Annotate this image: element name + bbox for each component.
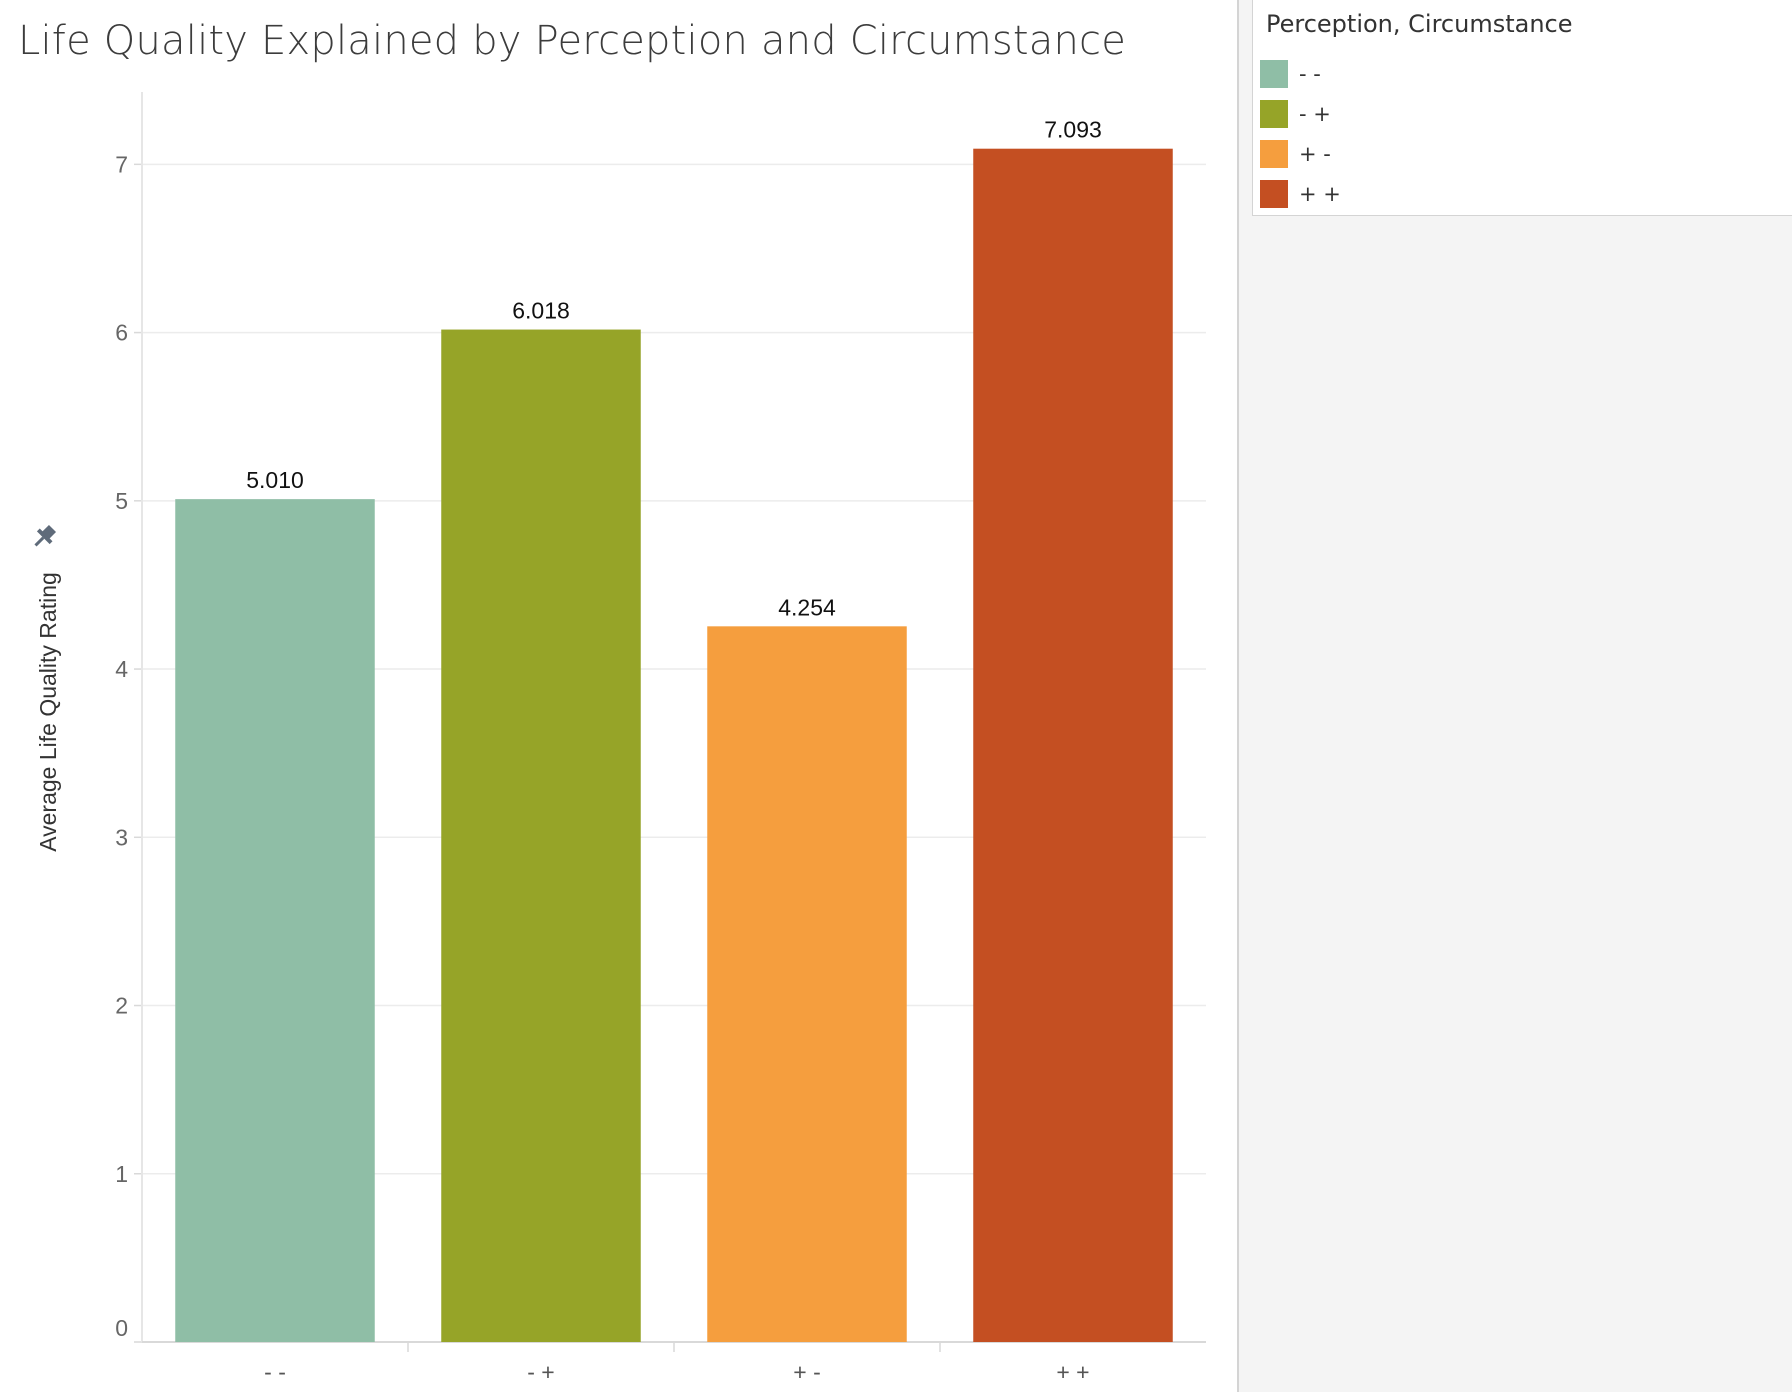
legend-item[interactable]: - + — [1260, 100, 1331, 128]
bar[interactable] — [973, 148, 1173, 1343]
bar-value-label: 6.018 — [512, 298, 570, 324]
y-tick-label: 0 — [115, 1315, 128, 1341]
legend-label: - - — [1299, 62, 1321, 86]
legend-title: Perception, Circumstance — [1266, 10, 1573, 38]
chart-title: Life Quality Explained by Perception and… — [18, 18, 1127, 64]
legend-label: + - — [1299, 142, 1331, 166]
value-labels: 5.010 6.018 4.254 7.093 — [246, 117, 1102, 621]
y-tick-label: 2 — [115, 993, 128, 1019]
bars[interactable] — [175, 148, 1173, 1343]
bar[interactable] — [707, 626, 907, 1342]
x-tick-label: + + — [1056, 1359, 1089, 1385]
bar-value-label: 5.010 — [246, 467, 304, 493]
legend-label: - + — [1299, 102, 1331, 126]
x-tick-label: - + — [527, 1359, 554, 1385]
bar-value-label: 4.254 — [778, 594, 836, 620]
legend-item[interactable]: + - — [1260, 140, 1331, 168]
legend-swatch — [1260, 180, 1288, 208]
x-tick-labels: - - - + + - + + — [264, 1359, 1089, 1385]
bar[interactable] — [441, 329, 641, 1342]
legend-swatch — [1260, 60, 1288, 88]
bar-chart: 0 1 2 3 4 5 6 7 5.010 6.018 4.254 7.093 - - - + + - +… — [29, 92, 1206, 1385]
legend-label: + + — [1299, 182, 1341, 206]
y-tick-label: 4 — [115, 656, 128, 682]
y-tick-label: 7 — [115, 151, 128, 177]
color-legend: Perception, Circumstance - - - + + - + + — [1252, 0, 1792, 216]
x-tick-label: - - — [264, 1359, 286, 1385]
bar[interactable] — [175, 499, 375, 1342]
legend-item[interactable]: + + — [1260, 180, 1341, 208]
pin-icon[interactable] — [29, 522, 59, 552]
legend-swatch — [1260, 100, 1288, 128]
y-tick-label: 3 — [115, 824, 128, 850]
y-tick-labels: 0 1 2 3 4 5 6 7 — [115, 151, 128, 1341]
side-panel — [1237, 0, 1792, 1392]
y-tick-label: 5 — [115, 488, 128, 514]
legend-item[interactable]: - - — [1260, 60, 1321, 88]
x-tick-label: + - — [793, 1359, 820, 1385]
y-tick-label: 6 — [115, 320, 128, 346]
bar-value-label: 7.093 — [1044, 117, 1102, 143]
legend-swatch — [1260, 140, 1288, 168]
y-axis-label: Average Life Quality Rating — [35, 572, 61, 852]
y-tick-label: 1 — [115, 1161, 128, 1187]
